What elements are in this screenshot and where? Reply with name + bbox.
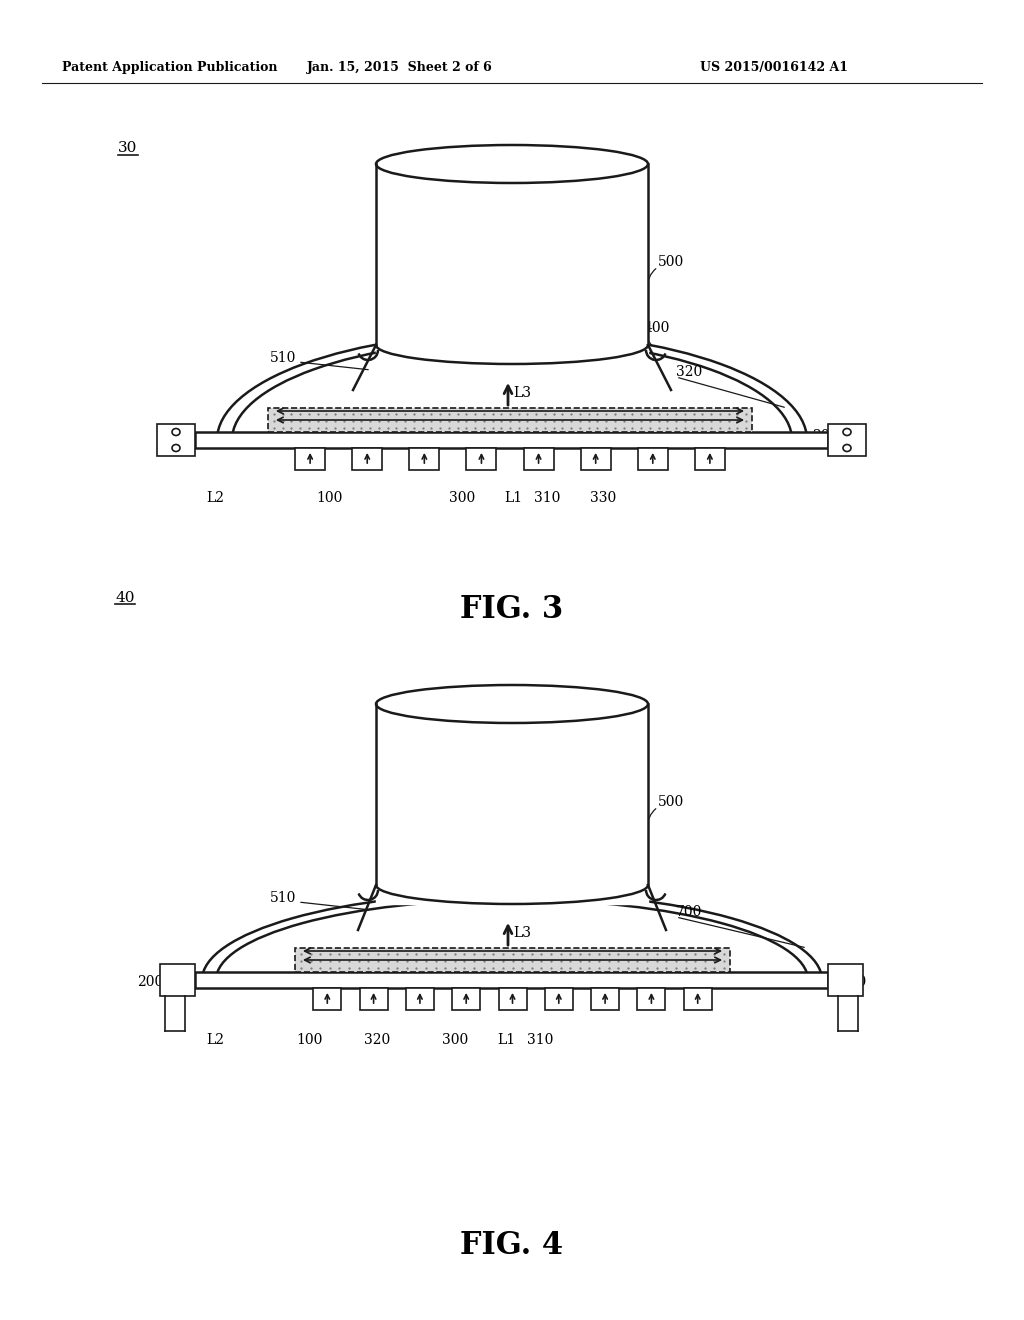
Text: 320: 320 bbox=[676, 366, 702, 379]
Bar bbox=[695, 447, 725, 470]
Bar bbox=[295, 948, 730, 972]
Wedge shape bbox=[217, 685, 807, 979]
Text: 200: 200 bbox=[840, 975, 866, 989]
Text: 330: 330 bbox=[590, 491, 616, 506]
Text: 300: 300 bbox=[442, 1034, 468, 1047]
Text: L3: L3 bbox=[513, 385, 531, 400]
Bar bbox=[499, 987, 526, 1010]
Ellipse shape bbox=[843, 429, 851, 436]
Bar bbox=[453, 987, 480, 1010]
Bar bbox=[359, 987, 388, 1010]
Ellipse shape bbox=[172, 445, 180, 451]
Bar bbox=[195, 432, 828, 447]
Text: L1: L1 bbox=[504, 491, 522, 506]
Bar bbox=[523, 447, 554, 470]
Bar bbox=[157, 424, 195, 455]
Ellipse shape bbox=[843, 445, 851, 451]
Bar bbox=[638, 447, 668, 470]
Text: 310: 310 bbox=[527, 1034, 553, 1047]
Bar bbox=[410, 447, 439, 470]
Text: 100: 100 bbox=[297, 1034, 324, 1047]
Text: 700: 700 bbox=[676, 906, 702, 919]
Bar bbox=[376, 704, 648, 904]
Bar bbox=[295, 447, 325, 470]
Bar bbox=[467, 447, 497, 470]
Wedge shape bbox=[233, 161, 791, 440]
Text: US 2015/0016142 A1: US 2015/0016142 A1 bbox=[700, 62, 848, 74]
Text: 200: 200 bbox=[137, 975, 163, 989]
Bar bbox=[195, 972, 828, 987]
Text: 500: 500 bbox=[658, 255, 684, 269]
Text: L1: L1 bbox=[497, 1034, 515, 1047]
Text: FIG. 3: FIG. 3 bbox=[461, 594, 563, 626]
Text: L2: L2 bbox=[206, 1034, 224, 1047]
Text: 400: 400 bbox=[644, 321, 671, 335]
Bar bbox=[684, 987, 712, 1010]
Text: 300: 300 bbox=[449, 491, 475, 506]
Bar bbox=[406, 987, 434, 1010]
Text: 30: 30 bbox=[118, 141, 137, 154]
Text: 320: 320 bbox=[364, 1034, 390, 1047]
Text: 500: 500 bbox=[658, 795, 684, 809]
Bar bbox=[313, 987, 341, 1010]
Text: L2: L2 bbox=[206, 491, 224, 506]
Text: 510: 510 bbox=[269, 891, 296, 906]
Bar bbox=[581, 447, 610, 470]
Text: 40: 40 bbox=[115, 591, 134, 605]
Bar bbox=[591, 987, 620, 1010]
Bar bbox=[828, 424, 866, 455]
Text: 510: 510 bbox=[269, 351, 296, 366]
Bar bbox=[828, 964, 863, 997]
Bar bbox=[545, 987, 572, 1010]
Bar bbox=[637, 987, 666, 1010]
Text: Jan. 15, 2015  Sheet 2 of 6: Jan. 15, 2015 Sheet 2 of 6 bbox=[307, 62, 493, 74]
Text: L3: L3 bbox=[513, 927, 531, 940]
Bar bbox=[160, 964, 195, 997]
Text: FIG. 4: FIG. 4 bbox=[461, 1229, 563, 1261]
Bar bbox=[268, 408, 752, 432]
Text: 100: 100 bbox=[316, 491, 343, 506]
Text: 310: 310 bbox=[534, 491, 560, 506]
Bar bbox=[376, 164, 648, 364]
Text: Patent Application Publication: Patent Application Publication bbox=[62, 62, 278, 74]
Bar bbox=[352, 447, 382, 470]
Text: 200: 200 bbox=[812, 429, 839, 444]
Ellipse shape bbox=[172, 429, 180, 436]
